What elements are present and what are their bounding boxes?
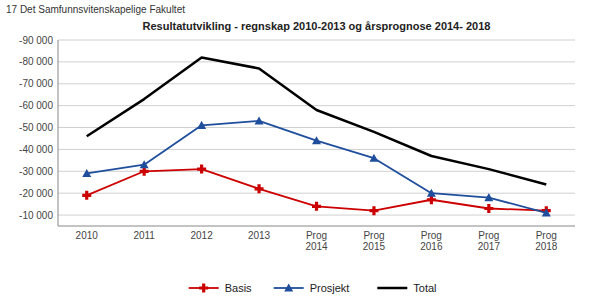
x-tick-label: 2011: [133, 230, 155, 241]
legend-marker-shape: [199, 284, 208, 293]
grid-line: [58, 215, 575, 216]
legend-item: Prosjekt: [274, 282, 350, 294]
x-tick-label: 2010: [76, 230, 99, 241]
y-tick-label: -60 000: [19, 100, 53, 111]
x-tick-label: Prog2017: [478, 230, 501, 252]
legend-marker-shape: [284, 284, 293, 292]
x-axis-line: [58, 226, 575, 227]
marker-triangle: [484, 193, 493, 201]
x-tick-label: Prog2015: [363, 230, 386, 252]
legend-item: Total: [377, 282, 436, 294]
y-tick-label: -30 000: [19, 166, 53, 177]
subtitle: 17 Det Samfunnsvitenskapelige Fakultet: [6, 4, 185, 15]
legend-label: Prosjekt: [310, 282, 350, 294]
marker-triangle: [369, 154, 378, 162]
legend-marker: [284, 284, 293, 292]
grid: [58, 40, 575, 215]
marker-triangle: [140, 160, 149, 168]
chart-svg: 17 Det Samfunnsvitenskapelige Fakultet Re…: [0, 0, 589, 308]
series-line: [87, 58, 547, 185]
y-tick-label: -20 000: [19, 188, 53, 199]
title: Resultatutvikling - regnskap 2010-2013 o…: [143, 20, 491, 32]
marker-plus: [255, 184, 264, 193]
marker-triangle: [542, 208, 551, 216]
x-tick-label: 2012: [190, 230, 213, 241]
y-tick-label: -80 000: [19, 56, 53, 67]
grid-line: [58, 61, 575, 62]
x-tick-label: Prog2016: [420, 230, 443, 252]
legend: Basis Prosjekt Total: [189, 282, 437, 294]
y-tick-label: -90 000: [19, 35, 53, 46]
grid-line: [58, 127, 575, 128]
marker-triangle: [427, 189, 436, 197]
chart-container: 17 Det Samfunnsvitenskapelige Fakultet Re…: [0, 0, 589, 308]
x-tick-label: Prog2018: [535, 230, 558, 252]
y-tick-label: -40 000: [19, 144, 53, 155]
grid-line: [58, 83, 575, 84]
y-axis-line: [58, 40, 59, 226]
marker-plus: [484, 204, 493, 213]
marker-plus: [312, 202, 321, 211]
marker-plus: [197, 165, 206, 174]
legend-label: Basis: [225, 282, 252, 294]
marker-plus: [369, 206, 378, 215]
legend-label: Total: [413, 282, 436, 294]
marker-triangle: [197, 121, 206, 129]
grid-line: [58, 193, 575, 194]
grid-line: [58, 149, 575, 150]
marker-triangle: [255, 116, 264, 124]
grid-line: [58, 40, 575, 41]
y-tick-label: -50 000: [19, 122, 53, 133]
series-line: [87, 169, 547, 211]
legend-swatch: [377, 287, 407, 290]
y-tick-label: -70 000: [19, 78, 53, 89]
x-tick-label: 2013: [248, 230, 271, 241]
y-tick-label: -10 000: [19, 210, 53, 221]
marker-triangle: [82, 169, 91, 177]
x-tick-label: Prog2014: [305, 230, 328, 252]
plot-area: [82, 58, 551, 217]
marker-triangle: [312, 136, 321, 144]
legend-item: Basis: [189, 282, 252, 294]
marker-plus: [82, 191, 91, 200]
legend-marker: [199, 284, 208, 293]
series: [87, 58, 547, 185]
series: [82, 165, 551, 216]
